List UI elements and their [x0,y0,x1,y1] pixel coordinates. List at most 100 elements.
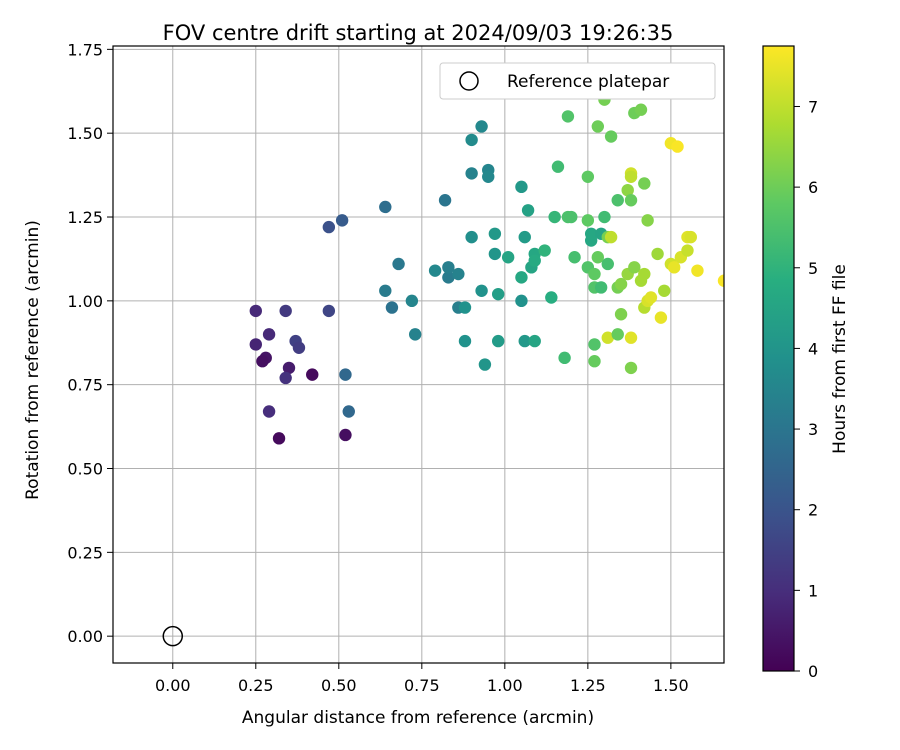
plot-frame [112,45,725,664]
data-point [438,194,452,207]
data-point [465,230,478,244]
chart-title: FOV centre drift starting at 2024/09/03 … [163,21,674,45]
data-points [249,93,724,445]
data-point [591,251,605,264]
data-point [385,301,399,314]
data-point [405,294,419,308]
data-point [292,341,306,354]
data-point [442,261,455,274]
data-point [262,328,276,341]
y-tick-label: 0.75 [67,376,103,395]
data-point [518,230,531,244]
data-point [515,294,528,308]
x-tick-label: 0.00 [155,676,191,695]
data-point [339,428,352,442]
x-tick-label: 1.50 [653,676,689,695]
data-point [322,220,336,234]
data-point [624,170,638,183]
y-tick-label: 1.75 [67,40,103,59]
x-tick-label: 0.50 [321,676,357,695]
x-tick-label: 0.25 [238,676,274,695]
data-point [581,214,595,227]
data-point [491,334,505,348]
x-tick-label: 0.75 [404,676,440,695]
data-point [379,200,392,214]
data-point [717,274,724,287]
data-point [628,261,641,274]
data-point [611,194,624,207]
data-point [598,210,611,224]
data-point [621,183,634,197]
x-axis-ticks: 0.00 0.25 0.50 0.75 1.00 1.25 1.50 [155,663,689,695]
data-point [452,267,465,281]
data-point [624,194,638,207]
colorbar-label: Hours from first FF file [830,264,850,454]
data-point [591,120,605,133]
data-point [465,167,478,180]
y-tick-label: 1.50 [67,124,103,143]
x-tick-label: 1.25 [570,676,606,695]
data-point [482,170,495,183]
data-point [624,331,638,344]
data-point [491,287,505,301]
data-point [584,227,598,240]
data-point [458,334,472,348]
y-axis-label: Rotation from reference (arcmin) [23,220,43,500]
data-point [272,432,286,445]
data-point [249,338,262,351]
data-point [282,361,296,375]
data-point [528,334,541,348]
data-point [558,351,571,365]
y-tick-label: 0.50 [67,460,103,479]
data-point [551,160,565,173]
data-point [667,261,681,274]
data-point [428,264,442,277]
data-point [501,251,515,264]
data-point [518,334,531,348]
data-point [641,214,654,227]
data-point [392,257,405,271]
data-point [322,304,336,318]
data-point [601,257,614,271]
colorbar-tick-label: 2 [808,501,818,520]
legend-label: Reference platepar [507,72,669,92]
data-point [408,328,422,341]
data-point [515,180,528,194]
data-point [691,264,704,277]
data-point [342,405,355,418]
data-point [561,110,575,123]
data-point [671,140,684,153]
reference-marker [162,625,184,647]
data-point [545,291,558,304]
data-point [601,331,614,344]
colorbar-tick-label: 6 [808,178,818,197]
data-point [684,230,697,244]
colorbar-gradient [762,45,795,672]
x-tick-label: 1.00 [487,676,523,695]
data-point [681,244,694,257]
colorbar-ticks: 0 1 2 3 4 5 6 7 [794,97,818,681]
data-point [379,284,392,297]
data-point [475,284,488,297]
data-point [568,251,581,264]
colorbar-tick-label: 7 [808,97,818,116]
colorbar-tick-label: 3 [808,420,818,439]
data-point [488,247,502,261]
data-point [604,130,618,143]
data-point [614,308,628,321]
data-point [614,277,628,291]
data-point [581,170,595,183]
data-point [634,103,648,116]
y-tick-label: 0.00 [67,627,103,646]
data-point [335,214,349,227]
data-point [515,271,528,284]
grid-lines [113,46,724,663]
data-point [475,120,488,133]
legend-box [439,62,716,100]
data-point [604,230,618,244]
data-point [306,368,319,381]
data-point [644,291,658,304]
colorbar-tick-label: 5 [808,259,818,278]
data-point [279,371,292,385]
